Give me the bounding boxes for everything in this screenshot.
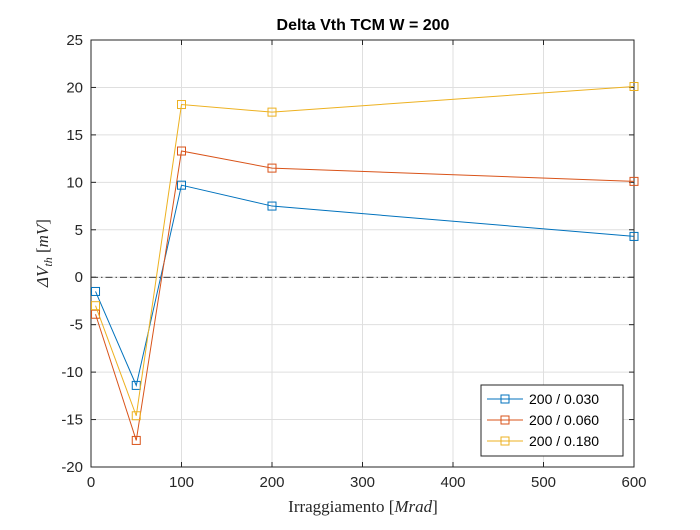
series-3-point bbox=[267, 107, 277, 117]
x-axis-label: Irraggiamento [Mrad] bbox=[288, 497, 438, 516]
x-tick-label: 200 bbox=[259, 474, 284, 491]
legend-entry-label: 200 / 0.060 bbox=[529, 412, 599, 428]
y-tick-label: -10 bbox=[61, 364, 83, 381]
x-tick-label: 400 bbox=[440, 474, 465, 491]
x-tick-label: 100 bbox=[169, 474, 194, 491]
y-axis-label-subscript: th bbox=[41, 257, 55, 266]
y-tick-label: -15 bbox=[61, 412, 83, 429]
series-1-point bbox=[91, 286, 101, 296]
y-tick-label: -5 bbox=[70, 317, 83, 334]
y-axis-label-unit-close: ] bbox=[33, 219, 52, 225]
series-3-point bbox=[629, 81, 639, 91]
legend: 200 / 0.030 200 / 0.060 200 / 0.180 bbox=[480, 384, 624, 457]
series-2-point bbox=[131, 435, 141, 445]
y-axis-label-unit-open: [ bbox=[33, 247, 52, 257]
y-axis-label-symbol: ΔV bbox=[33, 264, 52, 288]
series-line-1 bbox=[95, 184, 635, 387]
x-tick-label: 0 bbox=[87, 474, 95, 491]
y-tick-label: 10 bbox=[66, 174, 83, 191]
chart-title: Delta Vth TCM W = 200 bbox=[277, 17, 450, 34]
series-2-point bbox=[629, 176, 639, 186]
y-tick-label: 25 bbox=[66, 32, 83, 49]
series-2-point bbox=[91, 309, 101, 319]
y-tick-label: 15 bbox=[66, 127, 83, 144]
y-tick-label: 20 bbox=[66, 79, 83, 96]
series-3-point bbox=[131, 411, 141, 421]
x-tick-label: 500 bbox=[531, 474, 556, 491]
series-2-point bbox=[267, 163, 277, 173]
y-tick-label: -20 bbox=[61, 459, 83, 476]
x-axis-label-unit: Mrad bbox=[393, 497, 432, 516]
series-3-point bbox=[177, 100, 186, 110]
series-1-point bbox=[267, 201, 277, 211]
legend-entry-label: 200 / 0.030 bbox=[529, 391, 599, 407]
series-1-point bbox=[177, 180, 186, 190]
y-axis-label: ΔVth [mV] bbox=[33, 219, 55, 288]
legend-marker bbox=[500, 394, 510, 404]
series-2-point bbox=[177, 146, 186, 156]
x-axis-label-text: Irraggiamento bbox=[288, 497, 384, 516]
series-line-3 bbox=[95, 85, 635, 416]
y-axis-label-unit: mV bbox=[33, 222, 52, 247]
series-line-2 bbox=[95, 150, 635, 441]
legend-marker bbox=[500, 415, 510, 425]
series-3-point bbox=[91, 301, 101, 311]
y-tick-label: 5 bbox=[75, 222, 83, 239]
legend-entry-label: 200 / 0.180 bbox=[529, 433, 599, 449]
series-1-point bbox=[629, 231, 639, 241]
legend-marker bbox=[500, 436, 510, 446]
x-tick-label: 600 bbox=[621, 474, 646, 491]
y-tick-label: 0 bbox=[75, 269, 83, 286]
x-tick-label: 300 bbox=[350, 474, 375, 491]
